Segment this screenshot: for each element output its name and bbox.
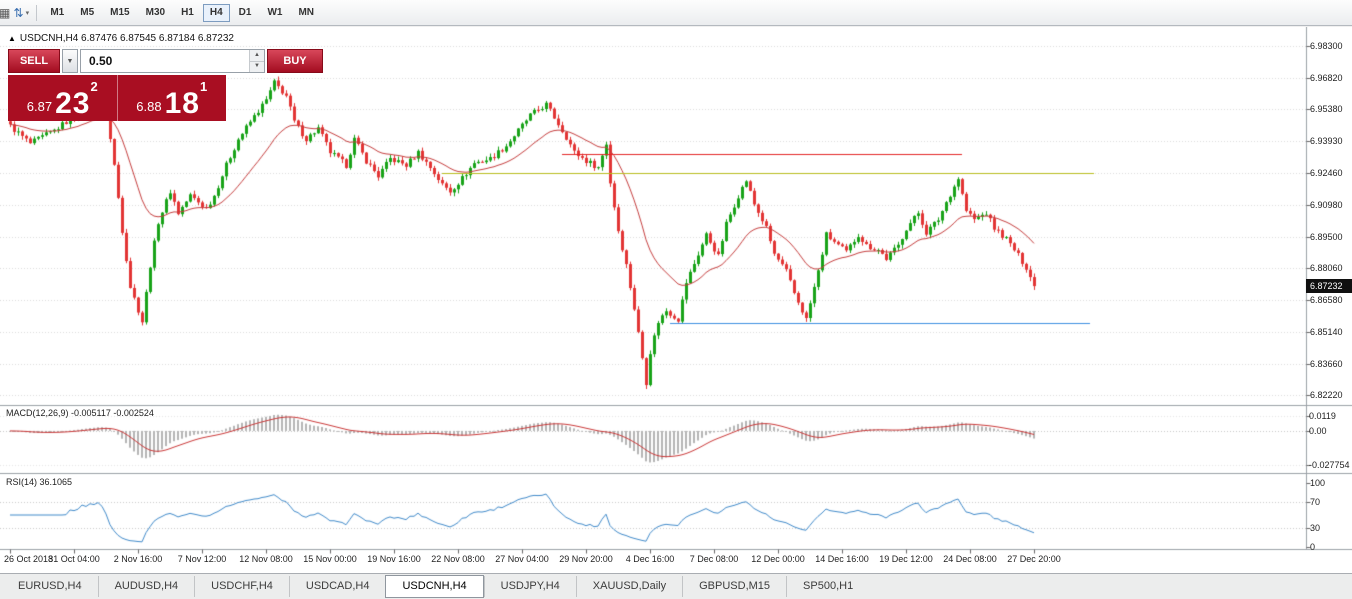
timeframe-button-d1[interactable]: D1: [232, 4, 259, 22]
timeframe-button-m15[interactable]: M15: [103, 4, 136, 22]
cursor-tool-icon: ⇅: [13, 5, 24, 20]
cursor-tool-button[interactable]: ⇅ ▾: [11, 3, 31, 23]
ask-price-pips: 18: [164, 87, 200, 120]
current-price-badge: 6.87232: [1306, 279, 1352, 294]
volume-decrease-icon[interactable]: ▼: [250, 60, 264, 72]
tab-xauusd-daily[interactable]: XAUUSD,Daily: [575, 576, 682, 597]
tab-eurusd-h4[interactable]: EURUSD,H4: [18, 580, 82, 592]
tab-usdcad-h4[interactable]: USDCAD,H4: [288, 576, 386, 597]
timeframe-button-m1[interactable]: M1: [43, 4, 71, 22]
macd-label: MACD(12,26,9) -0.005117 -0.002524: [6, 408, 154, 418]
tab-usdcnh-h4[interactable]: USDCNH,H4: [385, 575, 484, 598]
chart-title: ▲ USDCNH,H4 6.87476 6.87545 6.87184 6.87…: [8, 33, 234, 44]
symbol-tabbar: EURUSD,H4 AUDUSD,H4 USDCHF,H4 USDCAD,H4 USDC…: [0, 573, 1352, 599]
caret-down-icon: ▾: [25, 9, 30, 17]
tab-sp500-h1[interactable]: SP500,H1: [786, 576, 869, 597]
one-click-quotes: 6.87 23 2 6.88 18 1: [8, 75, 226, 121]
timeframe-button-w1[interactable]: W1: [260, 4, 289, 22]
tab-usdchf-h4[interactable]: USDCHF,H4: [194, 576, 289, 597]
ask-price-point: 1: [199, 79, 208, 94]
timeframe-button-m5[interactable]: M5: [73, 4, 101, 22]
tab-gbpusd-m15[interactable]: GBPUSD,M15: [682, 576, 786, 597]
bid-price-point: 2: [90, 79, 98, 94]
bid-quote[interactable]: 6.87 23 2: [8, 75, 117, 121]
buy-button[interactable]: BUY: [267, 49, 323, 73]
chart-area: ▲ USDCNH,H4 6.87476 6.87545 6.87184 6.87…: [0, 27, 1352, 573]
sell-button[interactable]: SELL: [8, 49, 60, 73]
one-click-trading-panel: SELL ▼ ▲ ▼ BUY 6.87 23 2 6.8: [8, 49, 323, 121]
volume-field: ▲ ▼: [80, 49, 265, 73]
chart-title-text: USDCNH,H4 6.87476 6.87545 6.87184 6.8723…: [19, 33, 234, 44]
toolbar-separator: [36, 4, 38, 21]
symbol-marker-icon: ▲: [8, 34, 16, 43]
bid-price-major: 6.87: [26, 99, 53, 114]
volume-input[interactable]: [81, 50, 249, 72]
timeframe-button-mn[interactable]: MN: [291, 4, 321, 22]
templates-glyph: ▦: [0, 5, 11, 20]
ask-quote[interactable]: 6.88 18 1: [116, 75, 227, 121]
timeframe-group: M1 M5 M15 M30 H1 H4 D1 W1 MN: [42, 3, 322, 22]
rsi-label: RSI(14) 36.1065: [6, 477, 73, 487]
volume-increase-icon[interactable]: ▲: [250, 50, 264, 61]
tab-audusd-h4[interactable]: AUDUSD,H4: [97, 576, 195, 597]
bid-price-pips: 23: [55, 87, 91, 120]
ask-price-major: 6.88: [136, 99, 162, 114]
tab-usdjpy-h4[interactable]: USDJPY,H4: [483, 576, 576, 597]
timeframe-button-m30[interactable]: M30: [139, 4, 172, 22]
chart-templates-icon[interactable]: ▦: [0, 3, 11, 23]
timeframe-button-h4[interactable]: H4: [202, 3, 230, 22]
timeframe-button-h1[interactable]: H1: [174, 4, 201, 22]
volume-dropdown-button[interactable]: ▼: [62, 49, 78, 73]
trade-controls-row: SELL ▼ ▲ ▼ BUY: [8, 49, 323, 73]
volume-spinners: ▲ ▼: [249, 50, 264, 72]
toolbar: ▦ ⇅ ▾ M1 M5 M15 M30 H1 H4 D1 W1 MN: [0, 0, 1352, 26]
